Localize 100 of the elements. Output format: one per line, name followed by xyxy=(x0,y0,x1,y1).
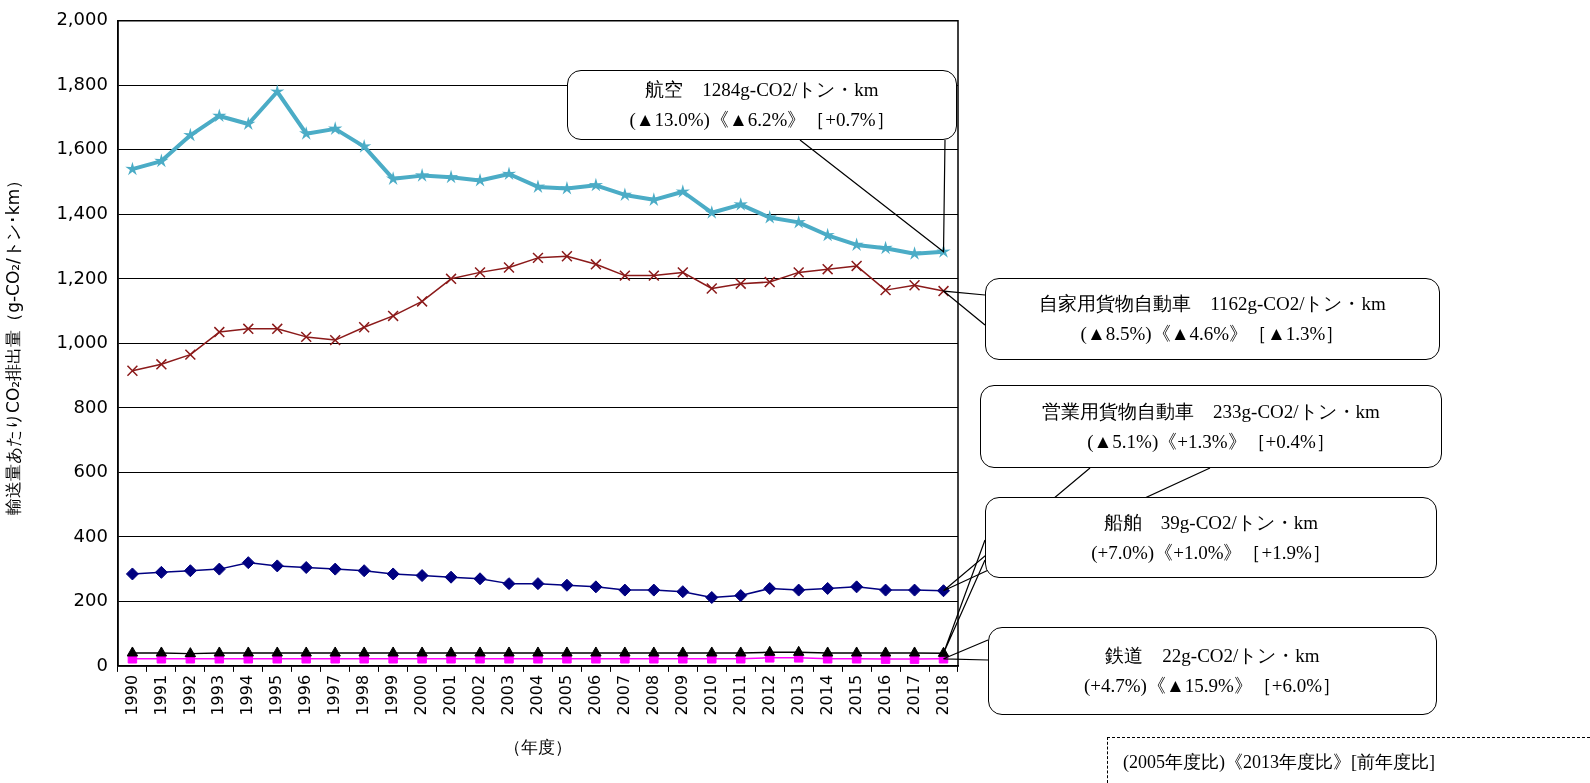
point xyxy=(561,646,573,657)
point xyxy=(212,562,226,576)
x-tick-label: 2009 xyxy=(671,674,691,716)
point xyxy=(385,171,401,185)
point xyxy=(764,645,776,656)
point xyxy=(271,323,283,335)
point xyxy=(879,583,893,597)
point xyxy=(125,567,139,581)
point xyxy=(532,646,544,657)
x-tick-label: 1995 xyxy=(266,674,286,716)
x-tick-label: 2003 xyxy=(498,674,518,716)
x-tick-label: 1994 xyxy=(237,674,257,716)
speech-bubble: 営業用貨物自動車 233g-CO2/トン・km (▲5.1%)《+1.3%》［+0.4%］ xyxy=(980,385,1442,468)
point xyxy=(416,295,428,308)
point xyxy=(358,646,370,657)
point xyxy=(706,646,718,657)
y-tick-label: 800 xyxy=(73,395,108,417)
point xyxy=(821,263,834,275)
x-tick-label: 1997 xyxy=(324,674,344,716)
speech-bubble: 自家用貨物自動車 1162g-CO2/トン・km (▲8.5%)《▲4.6%》［▲1.3%］ xyxy=(985,278,1440,360)
x-tick-label: 1998 xyxy=(353,674,373,716)
point xyxy=(357,139,372,153)
x-tick-label: 1992 xyxy=(179,674,199,716)
point xyxy=(821,646,834,657)
point xyxy=(677,266,689,279)
point xyxy=(588,177,604,192)
point xyxy=(675,184,690,198)
point xyxy=(648,269,660,282)
point xyxy=(416,646,428,657)
x-tick-label: 2006 xyxy=(585,674,605,716)
point xyxy=(474,266,486,279)
y-tick-label: 1,200 xyxy=(56,266,108,288)
point xyxy=(184,348,197,361)
point xyxy=(154,565,168,579)
point xyxy=(328,121,343,135)
point xyxy=(501,166,517,181)
point xyxy=(706,282,718,295)
point xyxy=(328,562,342,576)
point xyxy=(908,583,922,597)
point xyxy=(213,646,226,657)
x-tick-label: 2000 xyxy=(411,674,431,716)
point xyxy=(850,646,863,657)
point xyxy=(735,277,747,290)
point xyxy=(561,250,573,262)
point xyxy=(821,581,835,595)
y-tick-label: 200 xyxy=(73,589,108,611)
x-tick-label: 2017 xyxy=(903,674,923,716)
point xyxy=(387,310,399,322)
x-tick-label: 1999 xyxy=(382,674,402,716)
point xyxy=(300,646,312,657)
point xyxy=(502,577,516,591)
point xyxy=(792,266,805,279)
point xyxy=(590,646,602,657)
point xyxy=(473,572,487,586)
point xyxy=(474,646,486,657)
point xyxy=(271,646,283,657)
point xyxy=(183,564,197,578)
point xyxy=(619,646,631,657)
x-tick-label: 2008 xyxy=(642,674,662,716)
point xyxy=(270,559,284,573)
annotation: 航空 1284g-CO2/トン・km (▲13.0%)《▲6.2%》［+0.7%］ xyxy=(629,78,895,132)
y-tick-label: 2,000 xyxy=(56,8,108,30)
point xyxy=(763,581,777,595)
point xyxy=(764,276,776,288)
x-tick-label: 2014 xyxy=(816,674,836,716)
speech-bubble: 鉄道 22g-CO2/トン・km (+4.7%)《▲15.9%》［+6.0%］ xyxy=(988,627,1437,715)
point xyxy=(386,567,400,581)
x-tick-label: 1996 xyxy=(295,674,315,716)
x-tick-label: 2013 xyxy=(787,674,807,716)
y-tick-label: 1,800 xyxy=(56,72,108,94)
y-axis-title: 輸送量あたりCO₂排出量（g-CO₂/トン･km） xyxy=(2,171,23,515)
point xyxy=(908,279,921,291)
x-tick-label: 2001 xyxy=(440,674,460,716)
speech-bubble: 船舶 39g-CO2/トン・km (+7.0%)《+1.0%》［+1.9%］ xyxy=(985,497,1437,578)
point xyxy=(648,646,660,657)
point xyxy=(444,570,458,584)
point xyxy=(445,273,457,285)
y-tick-label: 1,600 xyxy=(56,137,108,159)
point xyxy=(590,258,602,271)
x-tick-label: 2007 xyxy=(614,674,634,716)
x-axis-title: （年度） xyxy=(503,737,572,758)
y-tick-label: 600 xyxy=(73,460,108,482)
point xyxy=(879,646,892,657)
x-tick-label: 2012 xyxy=(758,674,778,716)
point xyxy=(532,252,544,264)
point xyxy=(184,647,197,658)
point xyxy=(619,269,631,282)
point xyxy=(879,284,892,296)
point xyxy=(357,564,371,578)
point xyxy=(241,556,255,570)
point xyxy=(155,646,168,657)
y-tick-label: 0 xyxy=(96,653,108,675)
point xyxy=(618,583,632,597)
point xyxy=(329,646,341,657)
x-tick-label: 2011 xyxy=(729,674,749,716)
x-tick-label: 1993 xyxy=(208,674,228,716)
point xyxy=(705,591,719,604)
point xyxy=(415,569,429,583)
point xyxy=(445,646,457,657)
y-tick-label: 1,000 xyxy=(56,331,108,353)
